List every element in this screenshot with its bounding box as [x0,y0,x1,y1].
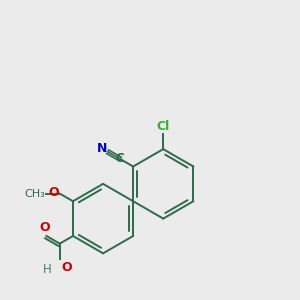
Text: C: C [116,152,124,165]
Text: H: H [43,263,52,276]
Text: CH₃: CH₃ [25,189,46,199]
Text: O: O [40,220,50,234]
Text: O: O [61,261,72,274]
Text: Cl: Cl [157,120,170,133]
Text: O: O [48,186,58,199]
Text: N: N [96,142,107,155]
